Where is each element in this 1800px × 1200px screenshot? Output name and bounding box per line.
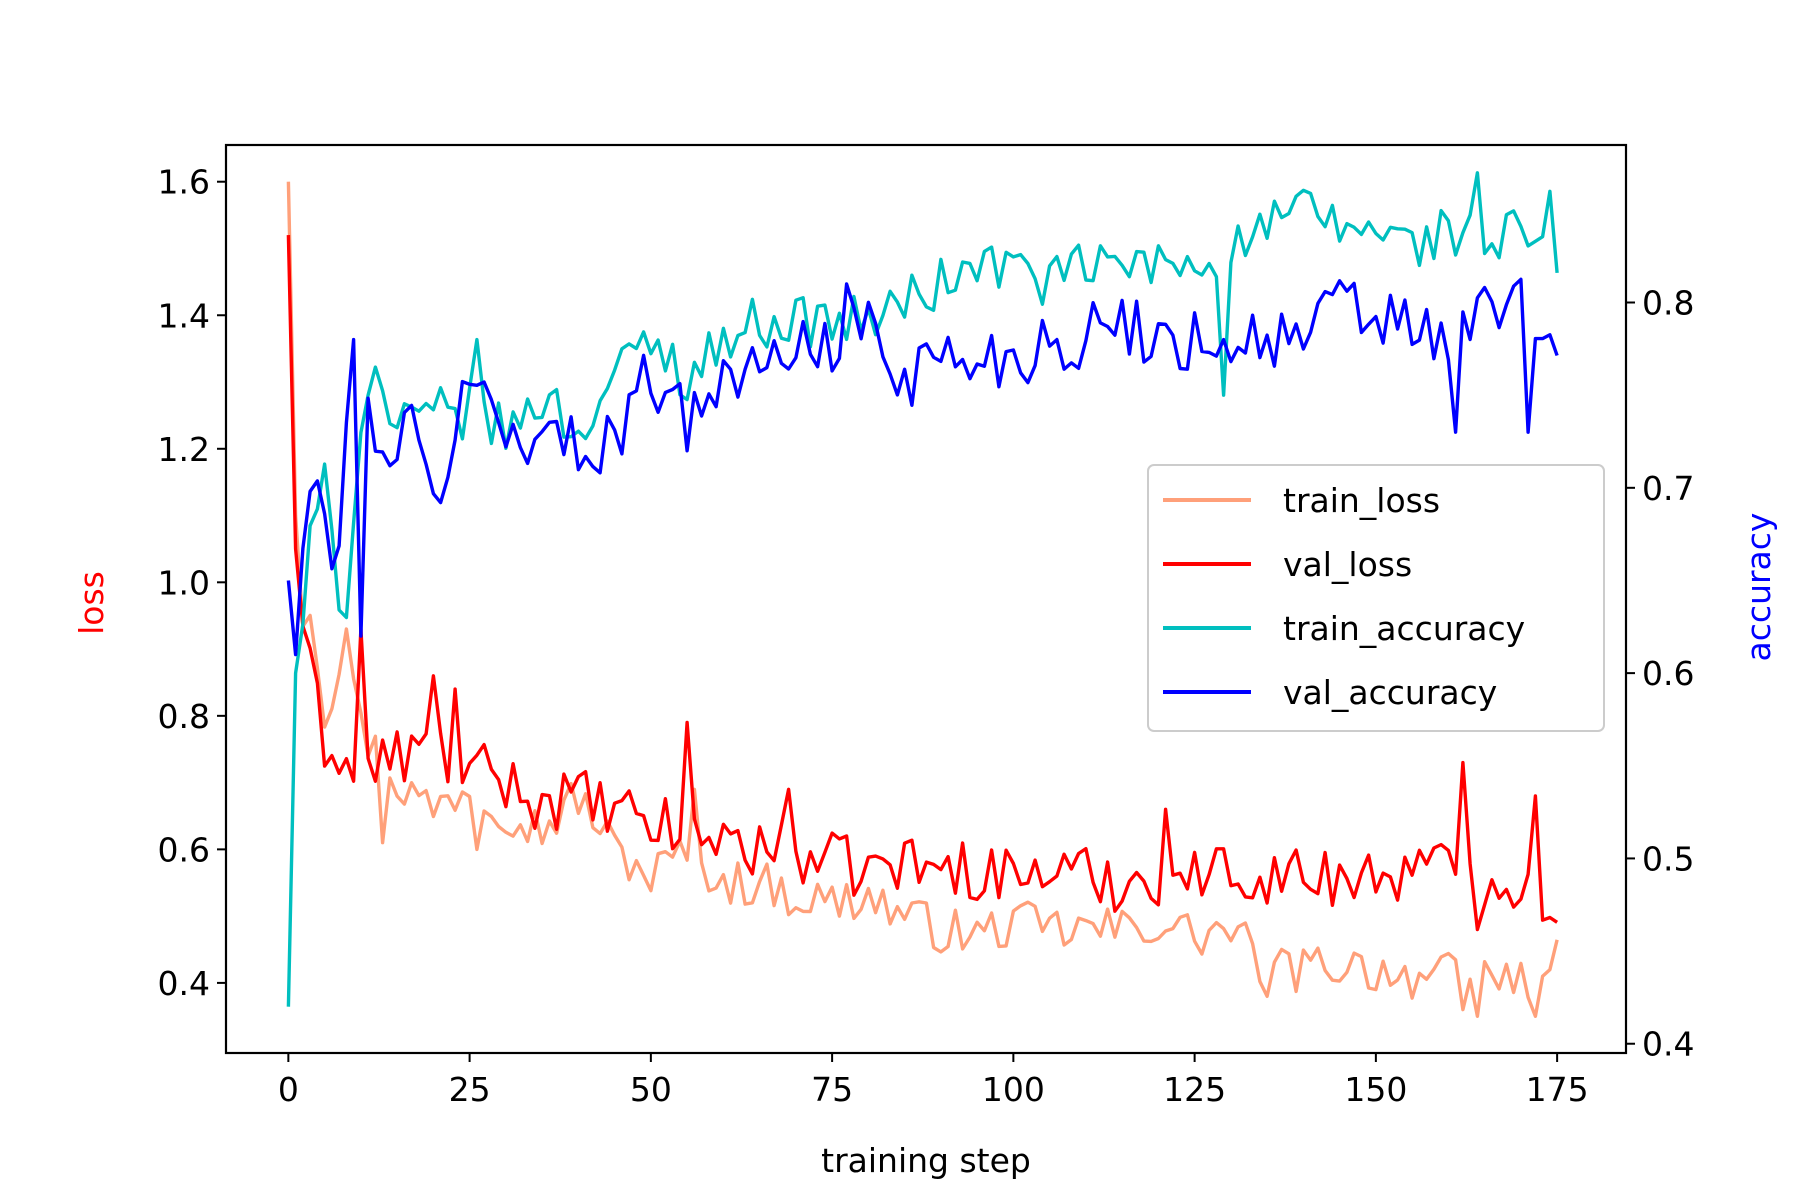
x-axis-title: training step: [821, 1141, 1031, 1180]
y-left-tick-label: 0.8: [158, 697, 210, 736]
y-axis-right: 0.4 0.5 0.6 0.7 0.8: [1626, 284, 1694, 1064]
legend-label-val-accuracy: val_accuracy: [1283, 673, 1497, 712]
series-layer: [286, 171, 1559, 1018]
y-left-tick-label: 1.2: [158, 430, 210, 469]
x-tick-label: 175: [1526, 1070, 1589, 1109]
y-right-tick-label: 0.4: [1642, 1025, 1694, 1064]
legend-label-val-loss: val_loss: [1283, 545, 1412, 584]
series-line-train-loss: [286, 181, 1559, 1018]
y-axis-left-title: loss: [72, 571, 111, 635]
x-tick-label: 150: [1344, 1070, 1407, 1109]
legend: train_loss val_loss train_accuracy val_accu…: [1147, 464, 1605, 732]
plot-frame: [224, 143, 1628, 1055]
series-line-val-accuracy: [286, 277, 1559, 657]
x-axis: 0 25 50 75 100 125 150 175: [278, 1053, 1589, 1109]
y-left-tick-label: 1.4: [158, 296, 210, 335]
x-tick-label: 125: [1163, 1070, 1226, 1109]
y-axis-right-title: accuracy: [1739, 513, 1778, 662]
x-tick-label: 50: [630, 1070, 672, 1109]
x-tick-label: 75: [811, 1070, 853, 1109]
y-left-tick-label: 0.4: [158, 964, 210, 1003]
y-left-tick-label: 1.6: [158, 163, 210, 202]
y-right-tick-label: 0.7: [1642, 469, 1694, 508]
x-tick-label: 25: [449, 1070, 491, 1109]
y-right-tick-label: 0.8: [1642, 284, 1694, 323]
legend-box: [1147, 464, 1605, 732]
legend-label-train-accuracy: train_accuracy: [1283, 609, 1525, 648]
legend-label-train-loss: train_loss: [1283, 481, 1440, 520]
series-line-val-loss: [286, 235, 1559, 932]
y-right-tick-label: 0.5: [1642, 839, 1694, 878]
y-axis-left: 0.4 0.6 0.8 1.0 1.2 1.4 1.6: [158, 163, 226, 1003]
y-left-tick-label: 1.0: [158, 563, 210, 602]
x-tick-label: 100: [982, 1070, 1045, 1109]
x-tick-label: 0: [278, 1070, 299, 1109]
series-line-train-accuracy: [286, 171, 1559, 1007]
y-right-tick-label: 0.6: [1642, 654, 1694, 693]
y-left-tick-label: 0.6: [158, 830, 210, 869]
